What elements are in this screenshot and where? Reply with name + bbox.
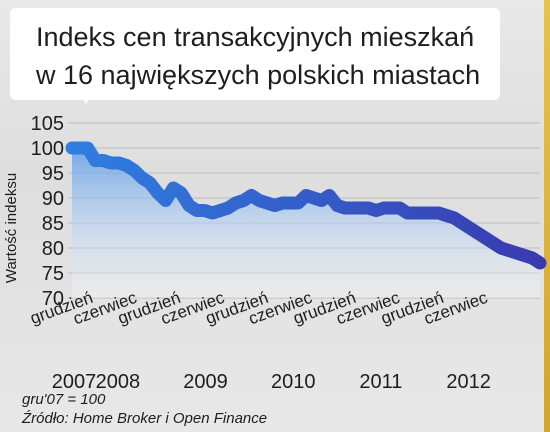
- title-pointer: [78, 92, 94, 104]
- y-tick-label: 70: [42, 288, 64, 310]
- x-tick-year: 2012: [446, 371, 491, 393]
- y-tick-label: 90: [42, 188, 64, 210]
- y-tick-label: 105: [31, 113, 64, 135]
- y-tick-label: 85: [42, 213, 64, 235]
- base-note: gru'07 = 100: [22, 391, 106, 408]
- y-axis-ticks: 70 75 80 85 90 95 100 105: [31, 113, 64, 310]
- x-tick-year: 2011: [359, 371, 402, 393]
- y-tick-label: 100: [31, 138, 64, 160]
- y-tick-label: 95: [42, 163, 64, 185]
- chart-title-line-1: Indeks cen transakcyjnych mieszkań: [36, 22, 475, 52]
- source-note: Źródło: Home Broker i Open Finance: [22, 410, 268, 427]
- accent-bar: [544, 0, 550, 432]
- x-tick-year: 2008: [96, 371, 141, 393]
- y-tick-label: 80: [42, 238, 64, 260]
- x-tick-year: 2010: [271, 371, 316, 393]
- x-axis-ticks: grudzień2007czerwiec2008grudzieńczerwiec…: [28, 288, 491, 393]
- x-tick-year: 2007: [52, 371, 97, 393]
- series-line: [65, 141, 547, 270]
- title-box: Indeks cen transakcyjnych mieszkań w 16 …: [10, 8, 500, 100]
- y-tick-label: 75: [42, 263, 64, 285]
- y-axis-label: Wartość indeksu: [3, 173, 20, 283]
- series-area: [72, 148, 540, 298]
- chart-title-line-2: w 16 największych polskich miastach: [36, 60, 481, 90]
- x-tick-year: 2009: [183, 371, 228, 393]
